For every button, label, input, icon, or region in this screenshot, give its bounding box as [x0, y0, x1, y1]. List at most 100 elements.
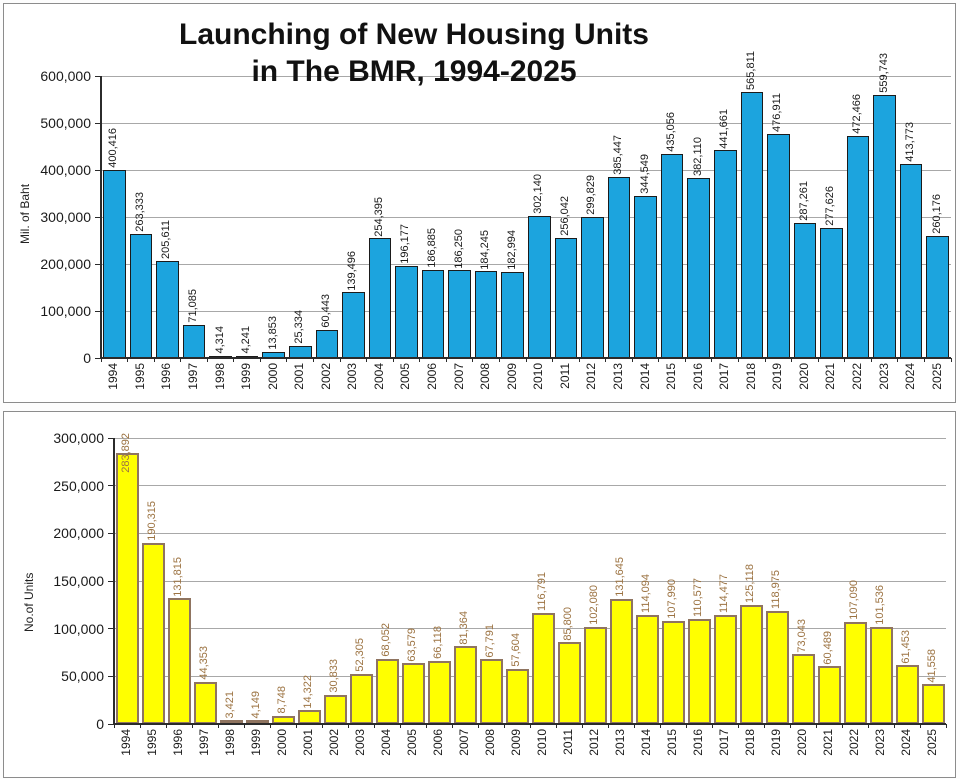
bar-value-label: 287,261	[797, 181, 810, 221]
bar-2025	[921, 684, 945, 724]
bar-1995	[129, 234, 153, 358]
x-tick-mark	[893, 724, 895, 728]
bar-2002	[323, 694, 347, 724]
gridline	[114, 675, 946, 677]
bar-2017	[713, 150, 737, 358]
x-tick-mark	[498, 358, 500, 362]
x-tick-mark	[233, 358, 235, 362]
x-tick-label: 2015	[665, 729, 679, 756]
bar-value-label: 13,853	[266, 315, 279, 350]
bar-value-label: 186,250	[452, 228, 465, 269]
x-tick-mark	[347, 724, 349, 728]
x-tick-label: 2007	[457, 729, 471, 756]
bar-value-label: 71,085	[186, 288, 199, 323]
bar-value-label: 73,043	[796, 618, 808, 653]
x-tick-label: 2017	[717, 729, 731, 756]
x-tick-label: 2023	[876, 363, 891, 390]
x-tick-label: 2022	[847, 729, 861, 756]
x-tick-mark	[445, 358, 447, 362]
y-tick-mark	[108, 675, 114, 677]
x-tick-mark	[295, 724, 297, 728]
bar-value-label: 182,994	[505, 230, 518, 270]
bar-value-label: 186,885	[426, 228, 439, 269]
bar-2014	[635, 615, 659, 724]
x-tick-mark	[844, 358, 846, 362]
x-tick-label: 2025	[925, 729, 939, 756]
bar-value-label: 196,177	[399, 224, 412, 264]
bar-2016	[687, 618, 711, 724]
x-tick-label: 2000	[275, 729, 289, 756]
x-tick-mark	[738, 358, 739, 362]
bar-value-label: 118,975	[770, 569, 782, 609]
bar-value-label: 476,911	[771, 92, 784, 132]
x-tick-mark	[392, 358, 394, 362]
bar-value-label: 385,447	[611, 135, 624, 175]
x-tick-label: 2025	[929, 363, 944, 390]
bottom-chart-panel: 283,892 1994 190,315 1995 131,815 1996 44,353 1…	[3, 411, 956, 778]
x-tick-mark	[737, 724, 739, 728]
x-tick-mark	[631, 358, 633, 362]
bar-2020	[791, 654, 815, 724]
bar-2019	[765, 610, 789, 724]
bar-2023	[869, 627, 893, 724]
x-tick-mark	[180, 358, 182, 362]
x-tick-mark	[451, 724, 453, 728]
x-tick-label: 2022	[850, 363, 865, 390]
y-axis-line	[100, 76, 102, 358]
x-tick-mark	[477, 724, 479, 728]
y-tick-label: 300,000	[40, 209, 91, 225]
x-tick-mark	[633, 724, 635, 728]
bar-2017	[713, 614, 737, 724]
y-tick-label: 0	[83, 350, 91, 366]
bar-2012	[581, 217, 604, 358]
bar-value-label: 114,094	[640, 574, 652, 614]
bar-value-label: 114,477	[718, 573, 730, 613]
bar-2005	[395, 265, 418, 358]
bar-2013	[609, 598, 633, 724]
x-tick-mark	[472, 358, 474, 362]
bar-value-label: 4,314	[213, 326, 226, 354]
x-tick-label: 2019	[769, 729, 783, 756]
bar-value-label: 400,416	[107, 128, 120, 168]
x-tick-label: 2024	[903, 363, 918, 390]
gridline	[101, 169, 951, 171]
x-tick-label: 2002	[327, 729, 341, 756]
bar-2005	[401, 663, 425, 724]
gridline	[114, 437, 946, 439]
x-tick-mark	[658, 358, 660, 362]
y-tick-mark	[108, 723, 114, 725]
bar-value-label: 4,149	[250, 690, 262, 719]
bar-1997	[182, 324, 206, 358]
bar-2003	[349, 674, 373, 724]
bar-value-label: 190,315	[146, 500, 158, 541]
bar-value-label: 559,743	[877, 53, 890, 93]
bar-value-label: 472,466	[851, 94, 864, 134]
x-tick-label: 2008	[478, 363, 493, 390]
x-tick-label: 2014	[639, 729, 653, 756]
x-tick-label: 2009	[504, 363, 519, 390]
bar-1996	[167, 598, 191, 724]
x-tick-label: 2008	[483, 729, 497, 756]
y-axis-title-bottom: No.of Units	[22, 572, 36, 632]
y-tick-label: 50,000	[61, 668, 104, 685]
bar-2010	[528, 216, 551, 358]
x-tick-mark	[605, 358, 607, 362]
x-tick-label: 2006	[425, 363, 440, 390]
bar-2004	[375, 659, 399, 724]
bar-value-label: 302,140	[532, 174, 545, 214]
bar-value-label: 435,056	[665, 111, 678, 152]
y-tick-mark	[95, 169, 101, 171]
bar-value-label: 60,489	[822, 630, 834, 665]
bar-value-label: 101,536	[874, 585, 886, 626]
bar-value-label: 67,791	[484, 623, 496, 658]
x-tick-mark	[286, 358, 288, 362]
bar-value-label: 110,577	[692, 577, 704, 617]
gridline	[114, 485, 946, 487]
bar-value-label: 52,305	[354, 638, 366, 673]
bar-value-label: 81,364	[458, 610, 470, 645]
x-tick-label: 2013	[610, 363, 625, 390]
x-tick-label: 2021	[821, 729, 835, 756]
gridline	[101, 122, 951, 124]
bar-value-label: 57,604	[510, 633, 522, 668]
y-tick-label: 400,000	[40, 162, 91, 178]
